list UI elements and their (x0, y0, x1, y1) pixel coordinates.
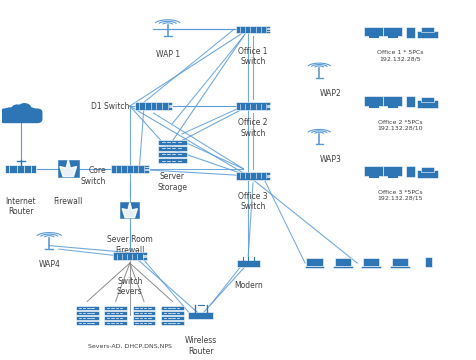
Bar (382, 27, 401, 36)
Bar (332, 266, 352, 267)
Bar (161, 306, 183, 310)
Text: Server
Storage: Server Storage (157, 172, 187, 192)
Text: Internet
Router: Internet Router (6, 197, 36, 216)
Circle shape (18, 104, 30, 113)
Bar (416, 100, 437, 108)
Bar (158, 146, 186, 151)
Bar (420, 97, 433, 102)
Bar (236, 102, 269, 110)
Text: Severs-AD, DHCP,DNS,NPS: Severs-AD, DHCP,DNS,NPS (88, 343, 171, 348)
Circle shape (15, 110, 26, 118)
Bar (364, 96, 382, 106)
Bar (391, 258, 407, 266)
Text: Office 2
Switch: Office 2 Switch (238, 118, 267, 138)
Bar (5, 165, 37, 173)
Bar (76, 316, 99, 320)
Circle shape (26, 108, 36, 116)
Bar (236, 26, 269, 33)
Bar (420, 27, 433, 32)
Polygon shape (60, 159, 77, 176)
FancyBboxPatch shape (0, 109, 42, 122)
Circle shape (3, 108, 17, 118)
Text: Office 3 *5PCs
192.132.28/15: Office 3 *5PCs 192.132.28/15 (377, 190, 422, 201)
Bar (334, 258, 350, 266)
Text: WAP3: WAP3 (318, 155, 340, 164)
Bar (382, 166, 401, 176)
Text: Core
Switch: Core Switch (80, 166, 106, 185)
Bar (76, 321, 99, 325)
Text: Wireless
Router: Wireless Router (184, 336, 217, 356)
Bar (405, 96, 414, 107)
Text: Office 3
Switch: Office 3 Switch (238, 192, 267, 211)
Bar (405, 27, 414, 38)
Bar (132, 306, 155, 310)
Text: D1 Switch: D1 Switch (91, 102, 129, 111)
Bar (158, 140, 186, 145)
Bar (76, 311, 99, 315)
Bar (389, 266, 409, 267)
Text: Office 2 *5PCs
192.132.28/10: Office 2 *5PCs 192.132.28/10 (377, 120, 422, 131)
Bar (304, 266, 324, 267)
Text: Firewall: Firewall (53, 197, 83, 206)
Bar (361, 266, 380, 267)
Bar (104, 306, 127, 310)
Bar (132, 316, 155, 320)
Bar (364, 166, 382, 176)
Text: Modern: Modern (233, 280, 262, 289)
Text: Switch
Severs: Switch Severs (117, 277, 142, 296)
Bar (104, 321, 127, 325)
Bar (416, 170, 437, 178)
Bar (188, 312, 213, 319)
Bar (416, 31, 437, 39)
Bar (58, 159, 79, 176)
Bar (161, 311, 183, 315)
Text: WAP4: WAP4 (38, 260, 60, 269)
Circle shape (12, 105, 23, 113)
Bar (134, 102, 172, 110)
Bar (132, 311, 155, 315)
Bar (112, 252, 147, 260)
Bar (76, 306, 99, 310)
Bar (306, 258, 322, 266)
Bar (405, 166, 414, 177)
Text: WAP 1: WAP 1 (155, 50, 179, 59)
Bar (236, 172, 269, 180)
Bar (158, 158, 186, 163)
Bar (364, 27, 382, 36)
Text: Office 1
Switch: Office 1 Switch (238, 47, 267, 66)
Bar (424, 257, 431, 267)
Bar (363, 258, 379, 266)
Text: Sever Room
Firewall: Sever Room Firewall (107, 235, 152, 255)
Text: Office 1 * 5PCs
192.132.28/5: Office 1 * 5PCs 192.132.28/5 (376, 50, 422, 61)
Bar (132, 321, 155, 325)
Bar (161, 316, 183, 320)
Bar (104, 316, 127, 320)
Polygon shape (122, 202, 137, 218)
Bar (237, 260, 259, 266)
Bar (420, 167, 433, 172)
Bar (161, 321, 183, 325)
Bar (104, 311, 127, 315)
Text: WAP2: WAP2 (318, 89, 340, 98)
Bar (382, 96, 401, 106)
Bar (158, 152, 186, 157)
Bar (110, 165, 149, 173)
Bar (120, 202, 139, 218)
